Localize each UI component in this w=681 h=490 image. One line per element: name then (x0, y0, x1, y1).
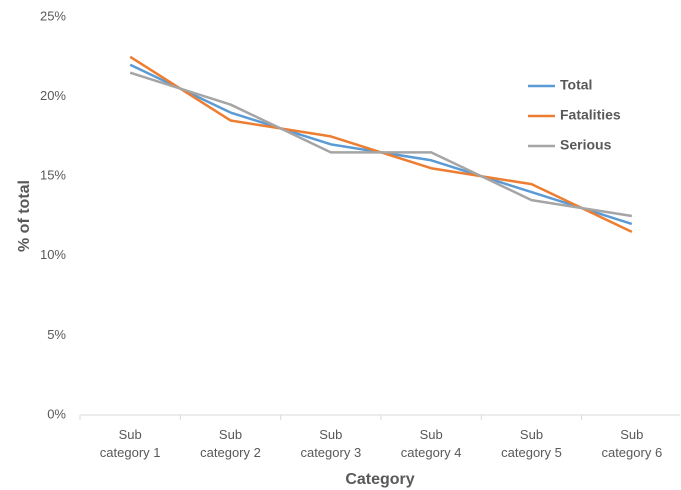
series-line (129, 71, 633, 218)
y-tick-label: 20% (40, 88, 66, 103)
legend-label: Serious (560, 137, 612, 153)
x-tick-label: Sub category 5 (501, 427, 562, 460)
series-line (129, 55, 633, 234)
y-tick-label: 25% (40, 8, 66, 23)
x-tick-label: Sub category 1 (99, 427, 161, 460)
y-tick-label: 15% (40, 168, 66, 183)
x-tick-label: Sub category 4 (400, 427, 462, 460)
y-tick-label: 5% (47, 327, 66, 342)
x-tick-label: Sub category 2 (200, 427, 261, 460)
x-tick-label: Sub category 3 (300, 427, 362, 460)
y-axis-title: % of total (16, 180, 33, 252)
legend-label: Total (560, 77, 592, 93)
legend-label: Fatalities (560, 107, 621, 123)
y-tick-label: 0% (47, 406, 66, 421)
x-tick-label: Sub category 6 (601, 427, 663, 460)
series-line (129, 63, 633, 226)
x-axis-title: Category (345, 471, 414, 488)
y-tick-label: 10% (40, 247, 66, 262)
